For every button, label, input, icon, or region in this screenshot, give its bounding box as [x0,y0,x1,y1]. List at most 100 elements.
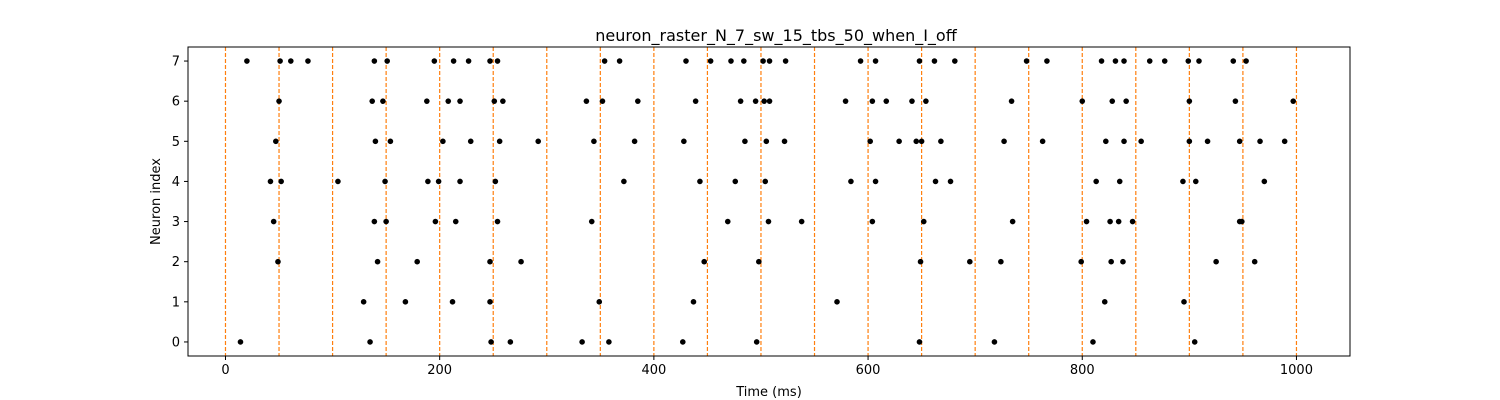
spike-point [848,178,854,185]
spike-point [494,58,501,64]
spike-point [440,138,446,145]
spike-point [781,138,788,145]
spike-point [766,98,773,104]
y-tick-label: 7 [172,55,180,70]
spike-point [701,258,708,265]
spike-point [1123,98,1129,104]
spike-point [452,218,459,225]
spike-point [724,218,731,225]
spike-point [782,58,789,64]
y-tick-label: 3 [172,215,180,230]
spike-point [435,178,442,185]
spike-point [869,218,876,225]
spike-point [737,98,744,104]
spike-point [487,58,493,64]
spike-point [679,339,686,345]
spike-point [869,98,876,104]
spike-point [631,138,638,145]
spike-point [1009,218,1016,225]
spike-point [763,138,770,145]
spike-point [369,98,376,104]
spike-point [753,339,760,345]
spike-point [842,98,849,104]
y-tick-label: 4 [172,175,180,190]
spike-point [991,339,998,345]
spike-point [1186,98,1193,104]
spike-point [457,98,463,104]
spike-point [761,98,767,104]
spike-point [591,138,597,145]
time-bin-lines [224,47,1298,356]
spike-point [425,178,431,185]
x-tick-label: 800 [1070,363,1095,378]
spike-point [465,58,472,64]
y-axis-ticks: 0 1 2 3 4 5 6 7 [172,55,188,350]
spike-point [998,258,1004,265]
spike-point [244,58,250,64]
spike-point [414,258,420,265]
spike-point [952,58,958,64]
spike-point [579,339,585,345]
spike-point [1039,138,1046,145]
spike-point [507,339,514,345]
spike-point [371,218,378,225]
spike-point [798,218,805,225]
spike-point [1090,339,1096,345]
spike-point [1078,258,1084,265]
spike-point [432,218,439,225]
spike-point [467,138,474,145]
spike-point [762,178,769,185]
plot-area-frame [187,46,1351,357]
spike-point [275,258,281,265]
spike-point [635,98,641,104]
spike-point [1138,138,1144,145]
spike-point [1008,98,1015,104]
spike-point [857,58,864,64]
spike-point [1101,299,1108,305]
spike-point [1109,98,1116,104]
spike-point [288,58,294,64]
spike-point [1196,58,1202,64]
spike-point [1083,218,1090,225]
spike-point [697,178,703,185]
spike-point [923,98,929,104]
spike-point [909,98,915,104]
spike-point [1281,138,1288,145]
spike-point [1232,98,1239,104]
spike-point [1108,258,1114,265]
spike-point [1251,258,1258,265]
spike-point [518,258,524,265]
spike-point [374,258,381,265]
spike-point [1001,138,1007,145]
spike-point [1213,258,1219,265]
spike-point [1129,218,1136,225]
spike-point [488,339,494,345]
spike-point [367,339,373,345]
spike-point [500,98,506,104]
spike-point [918,138,925,145]
spike-point [916,58,923,64]
spike-point [278,178,284,185]
spike-point [431,58,438,64]
spike-point [450,58,457,64]
spike-point [1230,58,1237,64]
spike-point [1121,58,1127,64]
spike-point [494,218,501,225]
spike-point [1185,58,1192,64]
spike-point [1261,178,1268,185]
y-tick-label: 6 [172,95,180,110]
y-tick-label: 0 [172,335,180,350]
x-axis-ticks: 0 200 400 600 800 1000 [221,356,1313,378]
spike-point [387,138,394,145]
y-tick-label: 1 [172,295,180,310]
spike-point [424,98,430,104]
spike-point [1239,218,1245,225]
spike-point [616,58,623,64]
spike-point [1107,218,1113,225]
spike-point [1186,138,1193,145]
spike-point [1079,98,1086,104]
spike-point [599,98,606,104]
spike-point [752,98,759,104]
spike-point [276,98,282,104]
spike-point [690,299,697,305]
